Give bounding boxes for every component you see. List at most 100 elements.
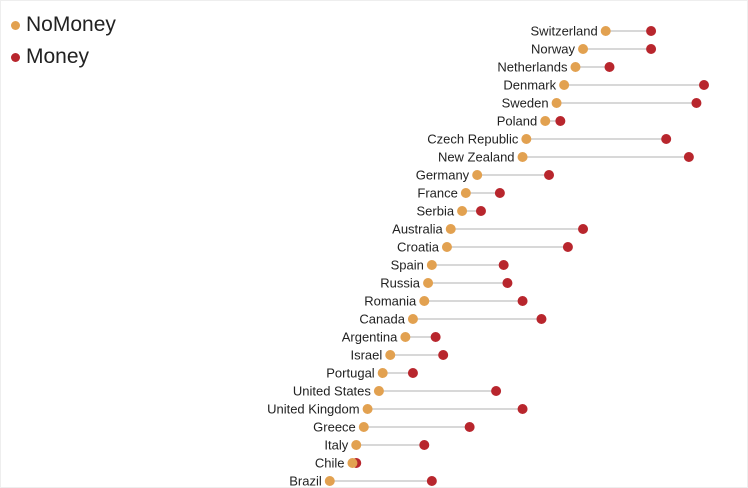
row-spain: Spain <box>391 258 509 273</box>
legend-swatch-money <box>11 52 20 62</box>
category-label: Norway <box>531 42 576 57</box>
row-denmark: Denmark <box>503 78 709 93</box>
point-nomoney <box>358 422 369 432</box>
point-nomoney <box>407 314 418 324</box>
point-nomoney <box>578 44 589 54</box>
point-money <box>430 332 441 342</box>
category-label: Portugal <box>326 366 375 381</box>
category-label: New Zealand <box>438 150 515 165</box>
row-romania: Romania <box>364 294 528 309</box>
point-money <box>464 422 475 432</box>
point-money <box>536 314 547 324</box>
category-label: United States <box>293 384 372 399</box>
point-nomoney <box>351 440 362 450</box>
row-canada: Canada <box>359 312 547 327</box>
row-argentina: Argentina <box>342 330 441 345</box>
row-poland: Poland <box>497 114 566 129</box>
point-money <box>475 206 486 216</box>
point-money <box>544 170 555 180</box>
legend-item-money: Money <box>11 41 116 73</box>
point-nomoney <box>377 368 388 378</box>
category-label: Switzerland <box>531 24 598 39</box>
point-nomoney <box>540 116 551 126</box>
point-money <box>699 80 709 90</box>
category-label: Germany <box>416 168 470 183</box>
point-money <box>646 44 657 54</box>
point-nomoney <box>373 386 384 396</box>
category-label: Australia <box>392 222 443 237</box>
point-nomoney <box>559 80 570 90</box>
point-money <box>517 296 528 306</box>
row-australia: Australia <box>392 222 589 237</box>
point-money <box>502 278 513 288</box>
category-label: Denmark <box>503 78 556 93</box>
legend-label-nomoney: NoMoney <box>26 13 116 36</box>
point-nomoney <box>457 206 468 216</box>
point-money <box>683 152 694 162</box>
category-label: Argentina <box>342 330 398 345</box>
point-nomoney <box>460 188 471 198</box>
row-brazil: Brazil <box>289 474 437 488</box>
category-label: Israel <box>350 348 382 363</box>
point-nomoney <box>362 404 373 414</box>
point-money <box>426 476 437 486</box>
row-new-zealand: New Zealand <box>438 150 694 165</box>
row-germany: Germany <box>416 168 555 183</box>
row-norway: Norway <box>531 42 657 57</box>
point-nomoney <box>385 350 396 360</box>
point-money <box>604 62 615 72</box>
point-nomoney <box>570 62 581 72</box>
legend: NoMoney Money <box>11 9 116 73</box>
point-nomoney <box>347 458 358 468</box>
category-label: Brazil <box>289 474 322 488</box>
row-croatia: Croatia <box>397 240 573 255</box>
point-money <box>494 188 505 198</box>
row-italy: Italy <box>324 438 430 453</box>
point-nomoney <box>517 152 528 162</box>
category-label: Canada <box>359 312 405 327</box>
legend-label-money: Money <box>26 45 90 68</box>
point-money <box>407 368 418 378</box>
category-label: Poland <box>497 114 537 129</box>
point-money <box>562 242 573 252</box>
point-money <box>578 224 589 234</box>
legend-swatch-nomoney <box>11 20 20 30</box>
point-nomoney <box>472 170 483 180</box>
row-chile: Chile <box>315 456 362 471</box>
category-label: Sweden <box>502 96 549 111</box>
row-czech-republic: Czech Republic <box>427 132 672 147</box>
row-netherlands: Netherlands <box>497 60 615 75</box>
category-label: Greece <box>313 420 356 435</box>
point-money <box>498 260 509 270</box>
category-label: Serbia <box>417 204 455 219</box>
row-portugal: Portugal <box>326 366 418 381</box>
row-israel: Israel <box>350 348 449 363</box>
point-money <box>517 404 528 414</box>
point-money <box>646 26 657 36</box>
point-money <box>555 116 566 126</box>
point-nomoney <box>400 332 411 342</box>
legend-item-nomoney: NoMoney <box>11 9 116 41</box>
point-money <box>691 98 702 108</box>
point-nomoney <box>441 242 452 252</box>
category-label: Spain <box>391 258 424 273</box>
point-nomoney <box>423 278 434 288</box>
category-label: Chile <box>315 456 345 471</box>
category-label: United Kingdom <box>267 402 360 417</box>
point-nomoney <box>426 260 437 270</box>
category-label: Czech Republic <box>427 132 519 147</box>
category-label: France <box>417 186 457 201</box>
point-nomoney <box>551 98 562 108</box>
point-nomoney <box>445 224 456 234</box>
row-greece: Greece <box>313 420 475 435</box>
point-money <box>438 350 449 360</box>
point-money <box>491 386 502 396</box>
category-label: Netherlands <box>497 60 568 75</box>
category-label: Romania <box>364 294 417 309</box>
row-serbia: Serbia <box>417 204 486 219</box>
row-switzerland: Switzerland <box>531 24 657 39</box>
row-united-kingdom: United Kingdom <box>267 402 528 417</box>
row-united-states: United States <box>293 384 502 399</box>
